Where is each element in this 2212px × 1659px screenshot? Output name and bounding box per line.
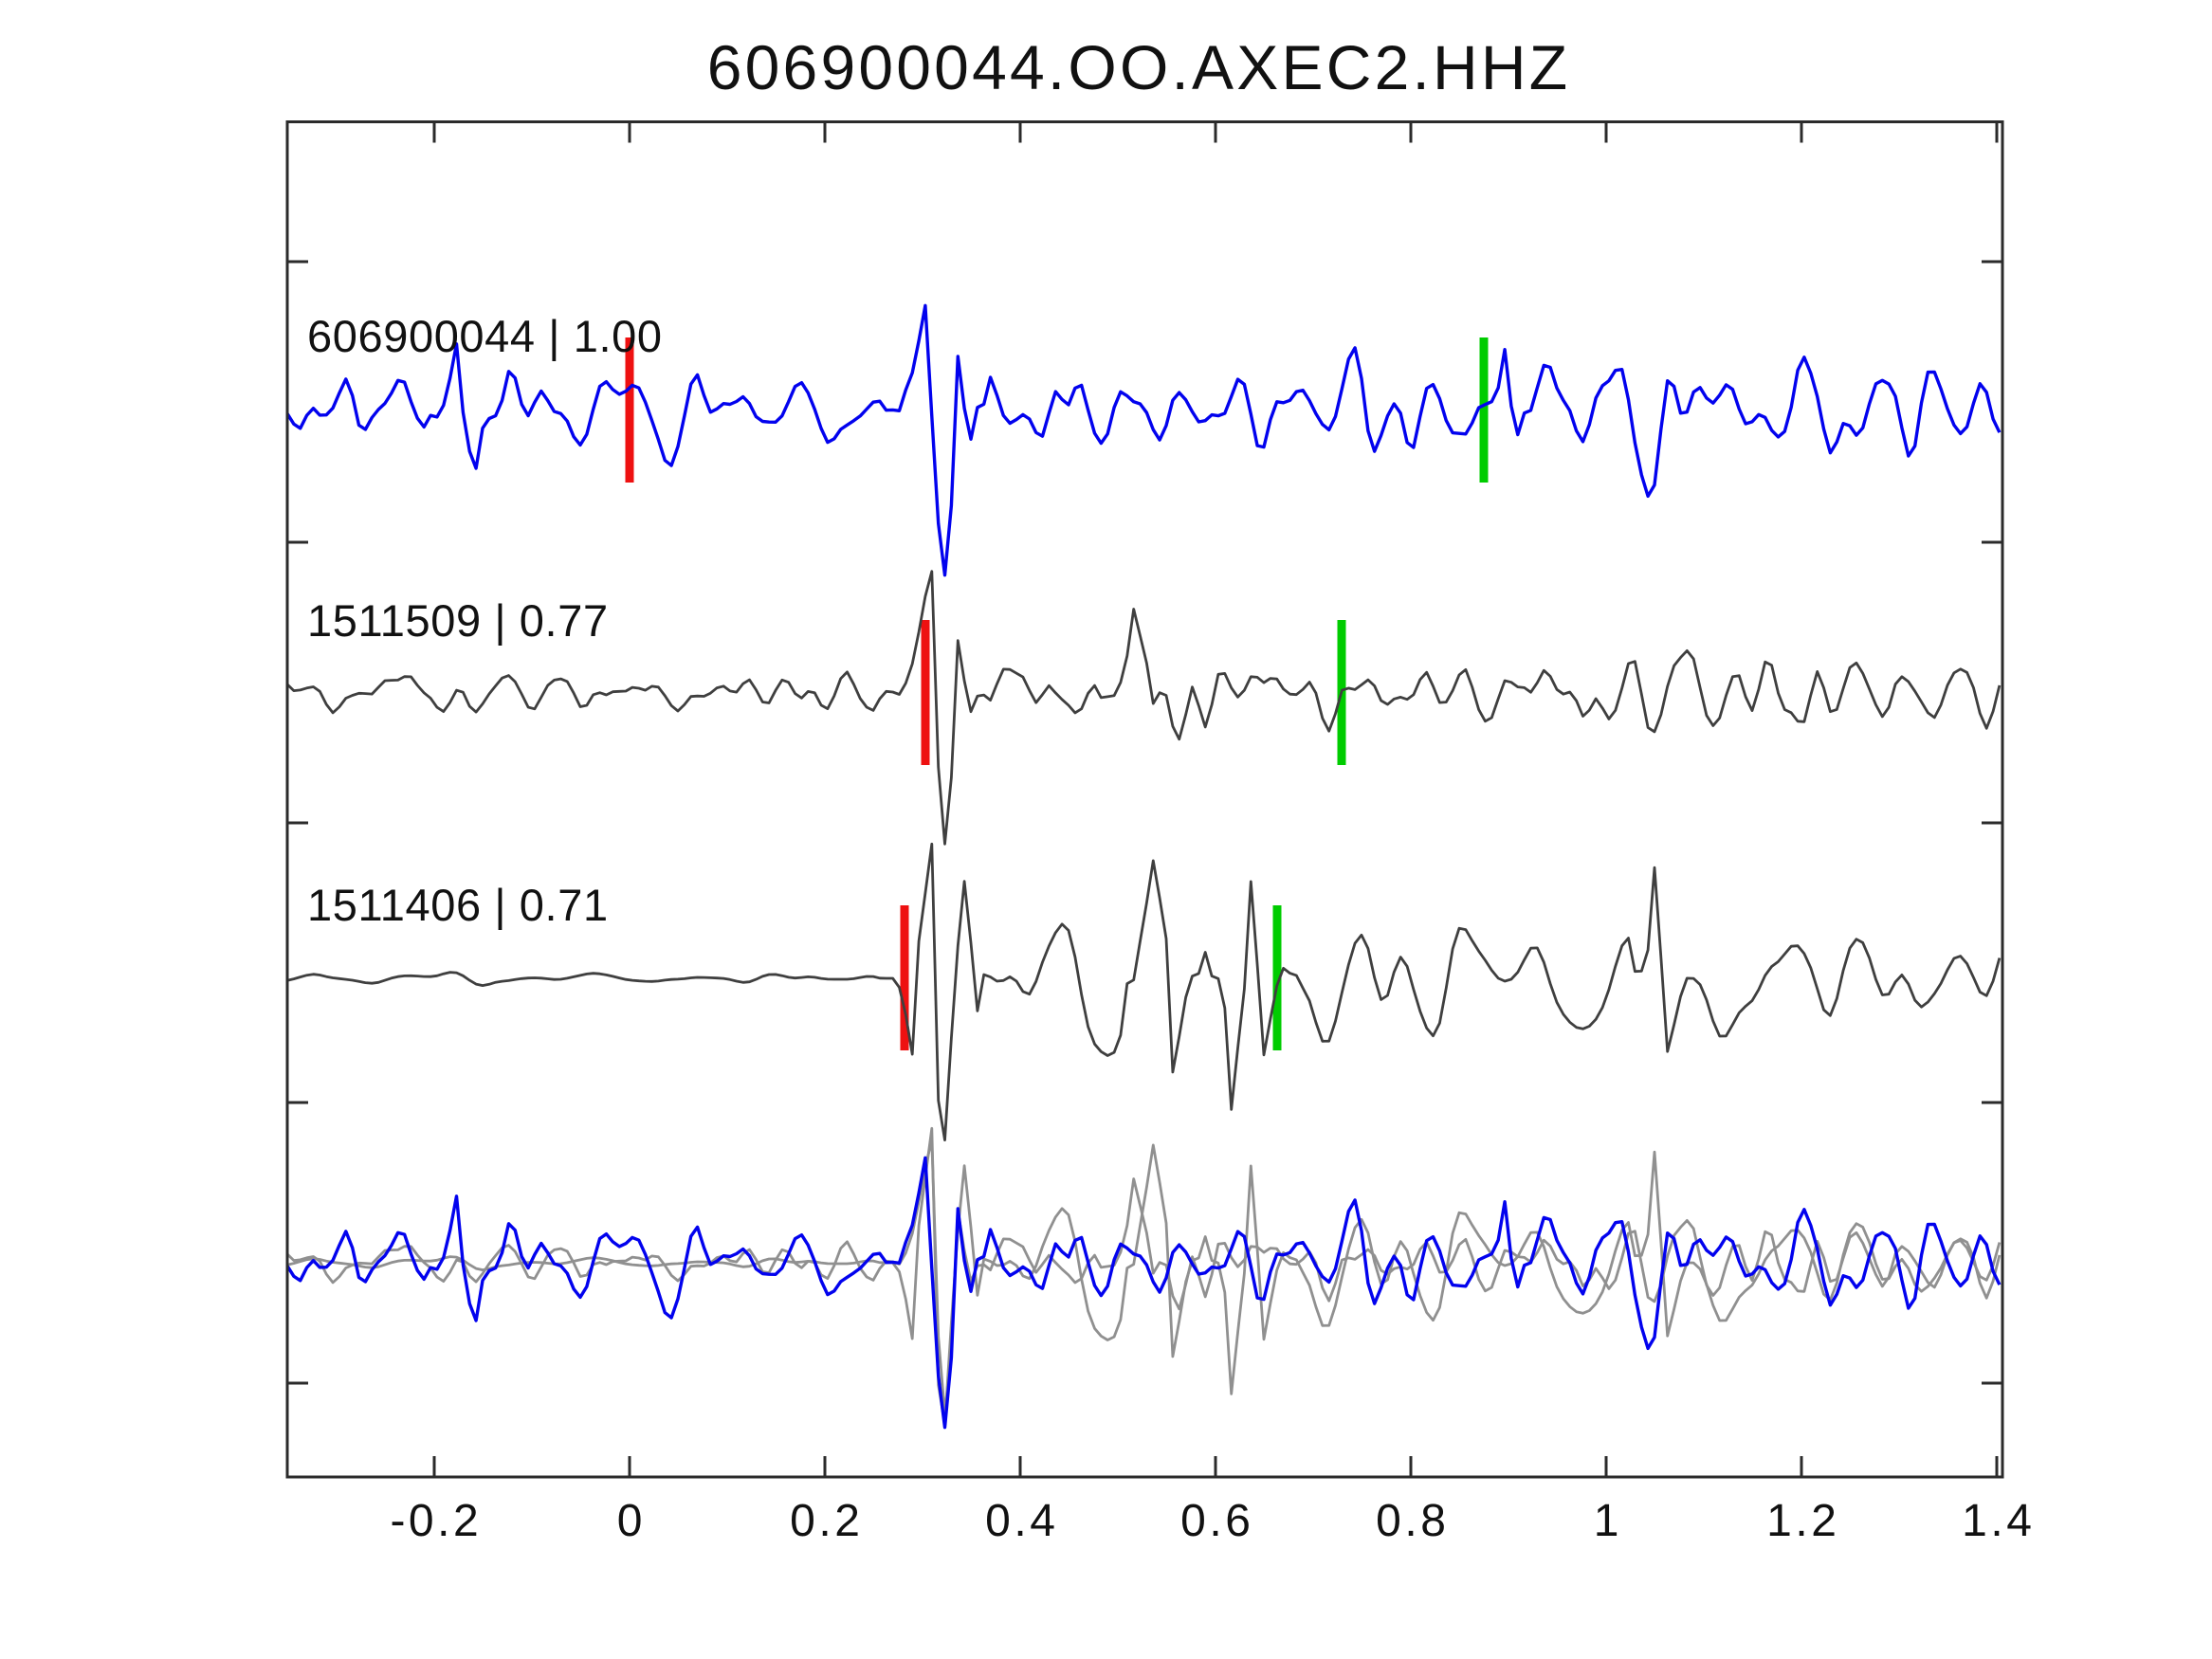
- svg-text:606900044 | 1.00: 606900044 | 1.00: [307, 311, 663, 361]
- svg-text:-0.2: -0.2: [390, 1496, 482, 1546]
- svg-text:0.4: 0.4: [985, 1496, 1058, 1546]
- svg-text:0.8: 0.8: [1376, 1496, 1449, 1546]
- svg-text:0.6: 0.6: [1180, 1496, 1253, 1546]
- svg-text:1.2: 1.2: [1766, 1496, 1839, 1546]
- svg-text:1511406 | 0.71: 1511406 | 0.71: [307, 880, 609, 930]
- svg-text:0: 0: [617, 1496, 646, 1546]
- svg-text:606900044.OO.AXEC2.HHZ: 606900044.OO.AXEC2.HHZ: [707, 32, 1571, 102]
- svg-text:1511509 | 0.77: 1511509 | 0.77: [307, 595, 609, 646]
- svg-text:1: 1: [1594, 1496, 1622, 1546]
- svg-text:1.4: 1.4: [1962, 1496, 2035, 1546]
- svg-text:0.2: 0.2: [790, 1496, 863, 1546]
